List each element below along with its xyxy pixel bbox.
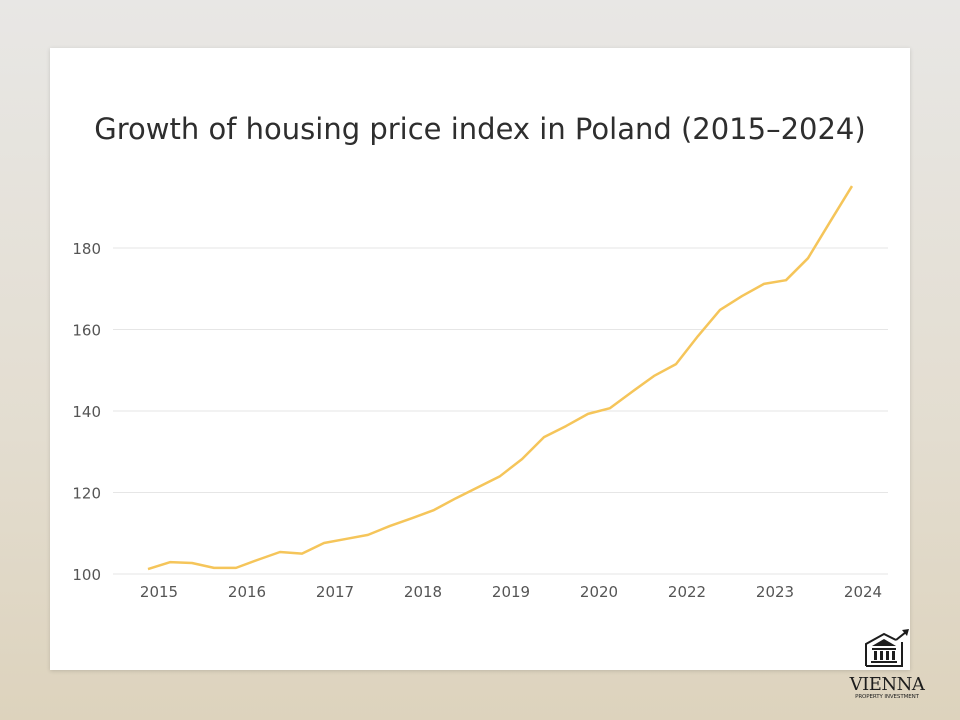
y-tick-label: 160 [72, 322, 101, 340]
x-tick-label: 2015 [140, 583, 178, 601]
chart-title: Growth of housing price index in Poland … [94, 112, 866, 146]
y-tick-label: 140 [72, 403, 101, 421]
x-tick-label: 2017 [316, 583, 354, 601]
x-tick-label: 2020 [580, 583, 618, 601]
y-tick-label: 180 [72, 240, 101, 258]
x-tick-label: 2024 [844, 583, 882, 601]
series-line [147, 185, 854, 571]
y-tick-label: 120 [72, 485, 101, 503]
x-tick-label: 2019 [492, 583, 530, 601]
x-tick-label: 2018 [404, 583, 442, 601]
y-tick-label: 100 [72, 566, 101, 584]
logo-name: VIENNA [849, 674, 925, 695]
x-tick-label: 2022 [668, 583, 706, 601]
logo-subtitle: PROPERTY INVESTMENT [855, 694, 919, 700]
x-tick-label: 2016 [228, 583, 266, 601]
vienna-logo: VIENNA PROPERTY INVESTMENT [845, 628, 929, 700]
x-tick-label: 2023 [756, 583, 794, 601]
chart-card [50, 48, 910, 670]
bank-building-icon [865, 629, 909, 667]
